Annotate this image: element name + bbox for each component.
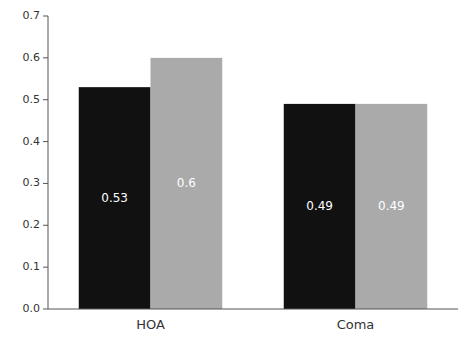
bar: [284, 104, 356, 309]
data-label: 0.49: [378, 199, 405, 213]
x-axis-line: [48, 309, 458, 310]
y-tick-label: 0.4: [23, 135, 41, 148]
chart: 0.0 0.1 0.2 0.3 0.4 0.5 0.6 0.7 0.53 0.49 0.6 0.49 H…: [0, 0, 474, 345]
y-tick: [43, 183, 48, 184]
bars: [79, 58, 428, 309]
y-tick-label: 0.0: [23, 302, 41, 315]
x-axis: HOA Coma: [48, 309, 458, 332]
y-tick: [43, 57, 48, 58]
y-tick: [43, 99, 48, 100]
y-tick-label: 0.6: [23, 51, 41, 64]
y-tick-label: 0.3: [23, 176, 41, 189]
data-labels: 0.53 0.49 0.6 0.49: [101, 176, 404, 213]
chart-container: 0.0 0.1 0.2 0.3 0.4 0.5 0.6 0.7 0.53 0.49 0.6 0.49 H…: [0, 0, 474, 345]
bar: [79, 87, 151, 309]
y-tick-label: 0.5: [23, 93, 41, 106]
y-tick-label: 0.1: [23, 260, 41, 273]
y-tick: [43, 225, 48, 226]
y-tick-label: 0.7: [23, 9, 41, 22]
bar: [151, 58, 223, 309]
x-tick-label: HOA: [136, 317, 165, 332]
y-tick: [43, 16, 48, 17]
y-tick: [43, 309, 48, 310]
x-tick-label: Coma: [337, 317, 375, 332]
data-label: 0.53: [101, 191, 128, 205]
data-label: 0.49: [306, 199, 333, 213]
data-label: 0.6: [177, 176, 196, 190]
y-tick: [43, 267, 48, 268]
y-axis-line: [48, 16, 49, 309]
y-tick-label: 0.2: [23, 218, 41, 231]
y-axis: 0.0 0.1 0.2 0.3 0.4 0.5 0.6 0.7: [23, 9, 49, 315]
y-tick: [43, 141, 48, 142]
bar: [356, 104, 428, 309]
